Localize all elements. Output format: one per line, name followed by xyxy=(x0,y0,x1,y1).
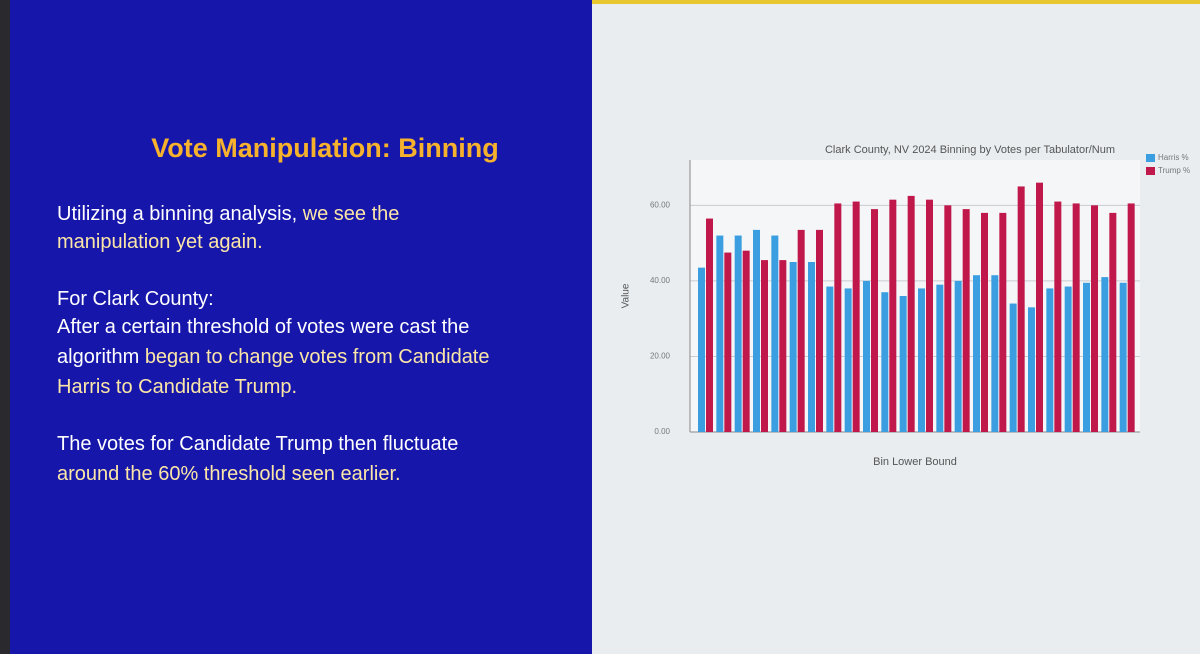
y-tick-label: 60.00 xyxy=(650,200,671,209)
bar xyxy=(698,267,705,432)
bar xyxy=(954,280,962,432)
bar xyxy=(981,212,988,432)
bar xyxy=(881,292,889,432)
bar xyxy=(753,229,760,432)
bar xyxy=(973,275,980,432)
slide-text-line: The votes for Candidate Trump then fluct… xyxy=(57,433,458,455)
bar xyxy=(871,209,878,432)
bar xyxy=(899,296,907,432)
bar xyxy=(852,201,860,432)
bar xyxy=(834,203,842,432)
slide-text-line: manipulation yet again. xyxy=(57,231,263,253)
bar xyxy=(907,195,915,432)
bar xyxy=(1036,182,1043,432)
bar xyxy=(926,199,933,432)
text-segment: began to change votes from Candidate xyxy=(145,346,490,368)
bar xyxy=(771,235,779,432)
bar xyxy=(816,229,823,432)
bar xyxy=(962,209,970,432)
bar xyxy=(918,288,925,432)
bar xyxy=(716,235,724,432)
bar xyxy=(1109,212,1117,432)
bar xyxy=(706,218,713,432)
slide-text-line: Harris to Candidate Trump. xyxy=(57,376,297,398)
legend-swatch xyxy=(1146,154,1155,162)
chart-title: Clark County, NV 2024 Binning by Votes p… xyxy=(825,144,1115,156)
bar xyxy=(936,284,944,432)
bar xyxy=(1091,205,1098,432)
slide-title: Vote Manipulation: Binning xyxy=(151,133,498,163)
bar xyxy=(779,260,787,432)
bar xyxy=(863,280,870,432)
bar xyxy=(789,262,797,432)
legend-swatch xyxy=(1146,167,1155,175)
bar xyxy=(808,262,815,432)
y-tick-label: 40.00 xyxy=(650,276,671,285)
text-segment: Harris to Candidate Trump. xyxy=(57,376,297,398)
slide-text-line: After a certain threshold of votes were … xyxy=(57,316,469,338)
slide-text-line: algorithm began to change votes from Can… xyxy=(57,346,490,368)
x-axis-label: Bin Lower Bound xyxy=(873,456,957,468)
bar xyxy=(1028,307,1035,432)
text-segment: around the 60% threshold seen earlier. xyxy=(57,463,401,485)
slide-text-line: For Clark County: xyxy=(57,288,214,310)
y-tick-label: 0.00 xyxy=(654,427,670,436)
text-segment: manipulation yet again. xyxy=(57,231,263,253)
y-tick-label: 20.00 xyxy=(650,352,671,361)
bar xyxy=(797,229,805,432)
bar xyxy=(826,286,834,432)
top-strip xyxy=(592,0,1200,4)
bar xyxy=(1127,203,1135,432)
bar xyxy=(734,235,742,432)
bar xyxy=(1009,303,1017,432)
text-segment: algorithm xyxy=(57,346,145,368)
bar xyxy=(761,260,768,432)
text-segment: The votes for Candidate Trump then fluct… xyxy=(57,433,458,455)
bar xyxy=(999,212,1007,432)
bar xyxy=(889,199,897,432)
text-segment: we see the xyxy=(302,203,400,225)
bar xyxy=(944,205,952,432)
text-segment: After a certain threshold of votes were … xyxy=(57,316,469,338)
bar xyxy=(1064,286,1072,432)
bar xyxy=(1101,277,1109,432)
y-axis-label: Value xyxy=(621,283,632,308)
text-segment: For Clark County: xyxy=(57,288,214,310)
bar xyxy=(1046,288,1054,432)
slide-text-line: Utilizing a binning analysis, we see the xyxy=(57,203,399,225)
bar xyxy=(844,288,852,432)
bar xyxy=(1054,201,1062,432)
legend-label: Trump % xyxy=(1158,166,1190,175)
bar xyxy=(1083,282,1090,432)
bar xyxy=(742,250,750,432)
text-segment: Utilizing a binning analysis, xyxy=(57,203,303,225)
bar xyxy=(991,275,999,432)
bar xyxy=(724,252,732,432)
bar xyxy=(1119,282,1127,432)
legend-label: Harris % xyxy=(1158,153,1189,162)
bar xyxy=(1017,186,1025,432)
bar xyxy=(1072,203,1080,432)
slide-text-line: around the 60% threshold seen earlier. xyxy=(57,463,401,485)
slide-left-panel xyxy=(10,0,592,654)
